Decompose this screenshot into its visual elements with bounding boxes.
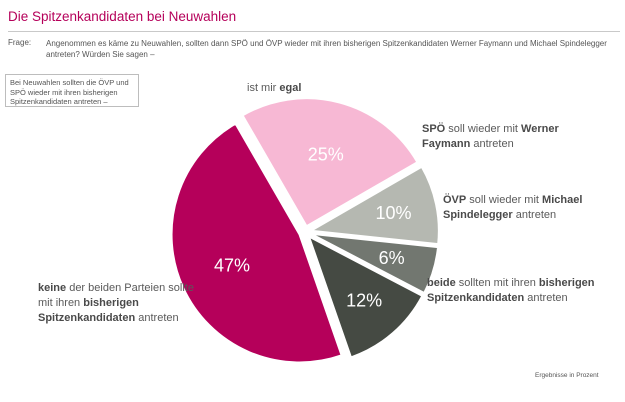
pie-value-label-oevp: 6% xyxy=(379,248,405,268)
pie-slice-spoe xyxy=(307,165,440,246)
pie-slice-keine xyxy=(170,122,343,364)
pie-value-label-beide: 12% xyxy=(346,290,382,310)
pie-value-label-spoe: 10% xyxy=(375,203,411,223)
question-label: Frage: xyxy=(8,38,32,47)
pie-value-label-keine: 47% xyxy=(214,255,250,275)
pie-slice-oevp xyxy=(310,232,440,295)
chart-title: Die Spitzenkandidaten bei Neuwahlen xyxy=(8,9,237,24)
question-summary-box: Bei Neuwahlen sollten die ÖVP und SPÖ wi… xyxy=(5,74,139,107)
legend-label-spoe: SPÖ soll wieder mit Werner Faymann antre… xyxy=(422,123,559,150)
pie-slice-egal xyxy=(241,97,419,228)
legend-label-keine: keine der beiden Parteien sollte mit ihr… xyxy=(38,282,194,324)
question-text: Angenommen es käme zu Neuwahlen, sollten… xyxy=(46,39,607,59)
legend-label-oevp: ÖVP soll wieder mit Michael Spindelegger… xyxy=(443,194,583,221)
pie-slice-beide xyxy=(307,234,424,359)
footnote: Ergebnisse in Prozent xyxy=(535,372,599,379)
title-divider xyxy=(8,31,620,32)
legend-label-egal: ist mir egal xyxy=(247,82,302,94)
pie-value-label-egal: 25% xyxy=(308,144,344,164)
legend-label-beide: beide sollten mit ihren bisherigen Spitz… xyxy=(427,277,595,304)
